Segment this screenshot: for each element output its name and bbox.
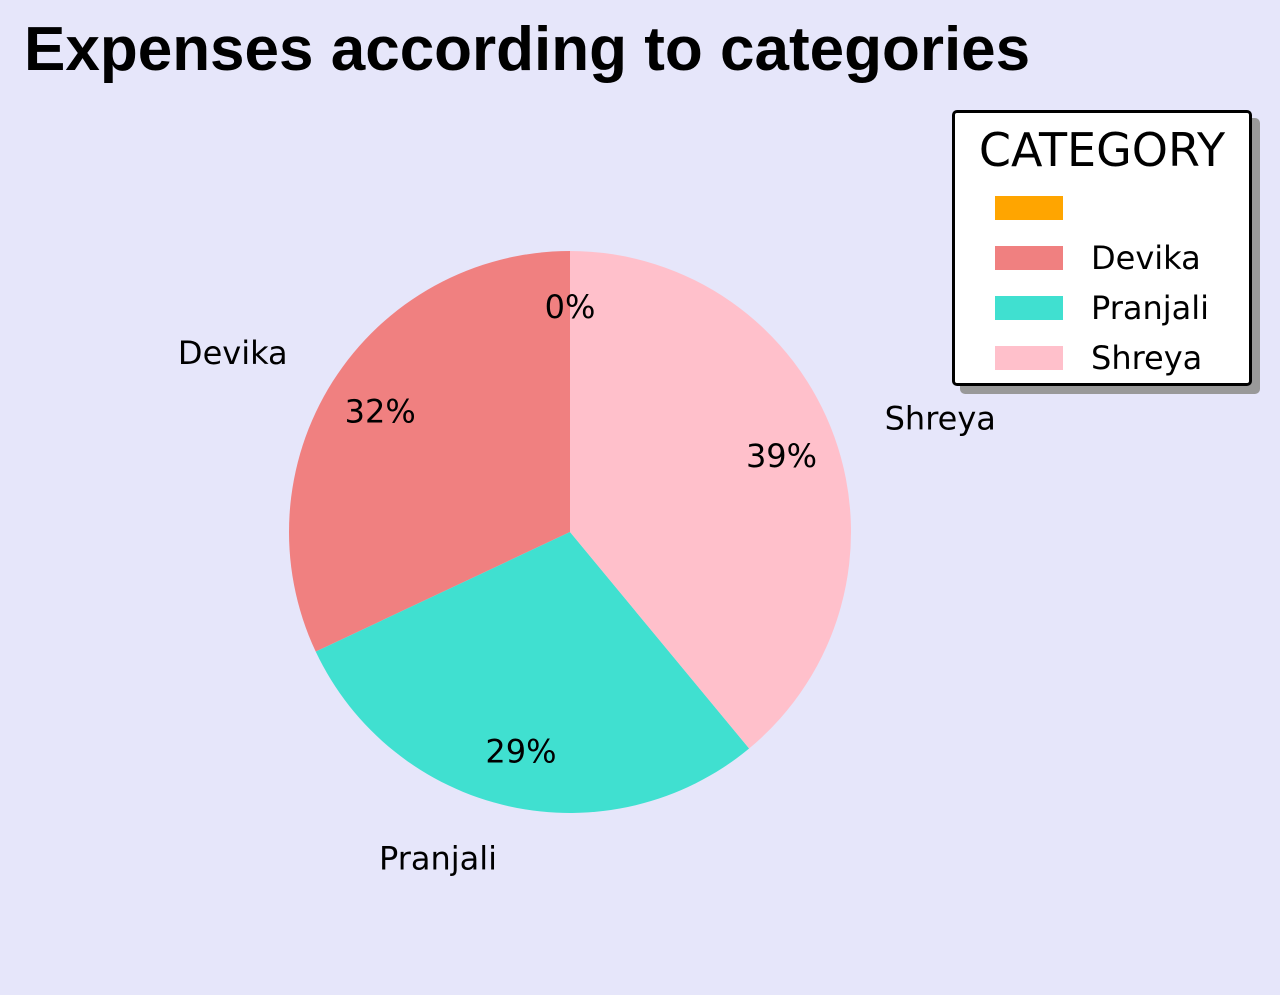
- category-label: Pranjali: [379, 839, 497, 877]
- legend-title: CATEGORY: [978, 123, 1226, 177]
- category-label: Devika: [178, 334, 288, 372]
- legend-swatch: [995, 246, 1063, 270]
- legend-label: Devika: [1091, 239, 1201, 277]
- percent-label: 0%: [545, 288, 596, 326]
- pie-slice-devika: [288, 251, 570, 652]
- category-labels: Devika Pranjali Shreya: [178, 334, 996, 878]
- pie-slice-shreya: [570, 251, 851, 749]
- legend-swatch: [995, 346, 1063, 370]
- category-label: Shreya: [885, 400, 996, 438]
- percent-label: 39%: [746, 437, 817, 475]
- pie-slices: [288, 251, 851, 813]
- percent-label: 29%: [485, 732, 556, 770]
- legend-swatch: [995, 196, 1063, 220]
- legend: CATEGORY Devika Pranjali Shreya: [952, 110, 1252, 386]
- legend-swatch: [995, 296, 1063, 320]
- percent-labels: 0% 32% 29% 39%: [345, 288, 817, 770]
- chart-title: Expenses according to categories: [24, 15, 1031, 84]
- legend-label: Pranjali: [1091, 289, 1210, 327]
- pie-slice-pranjali: [315, 532, 750, 813]
- percent-label: 32%: [345, 393, 416, 431]
- legend-label: Shreya: [1091, 339, 1203, 377]
